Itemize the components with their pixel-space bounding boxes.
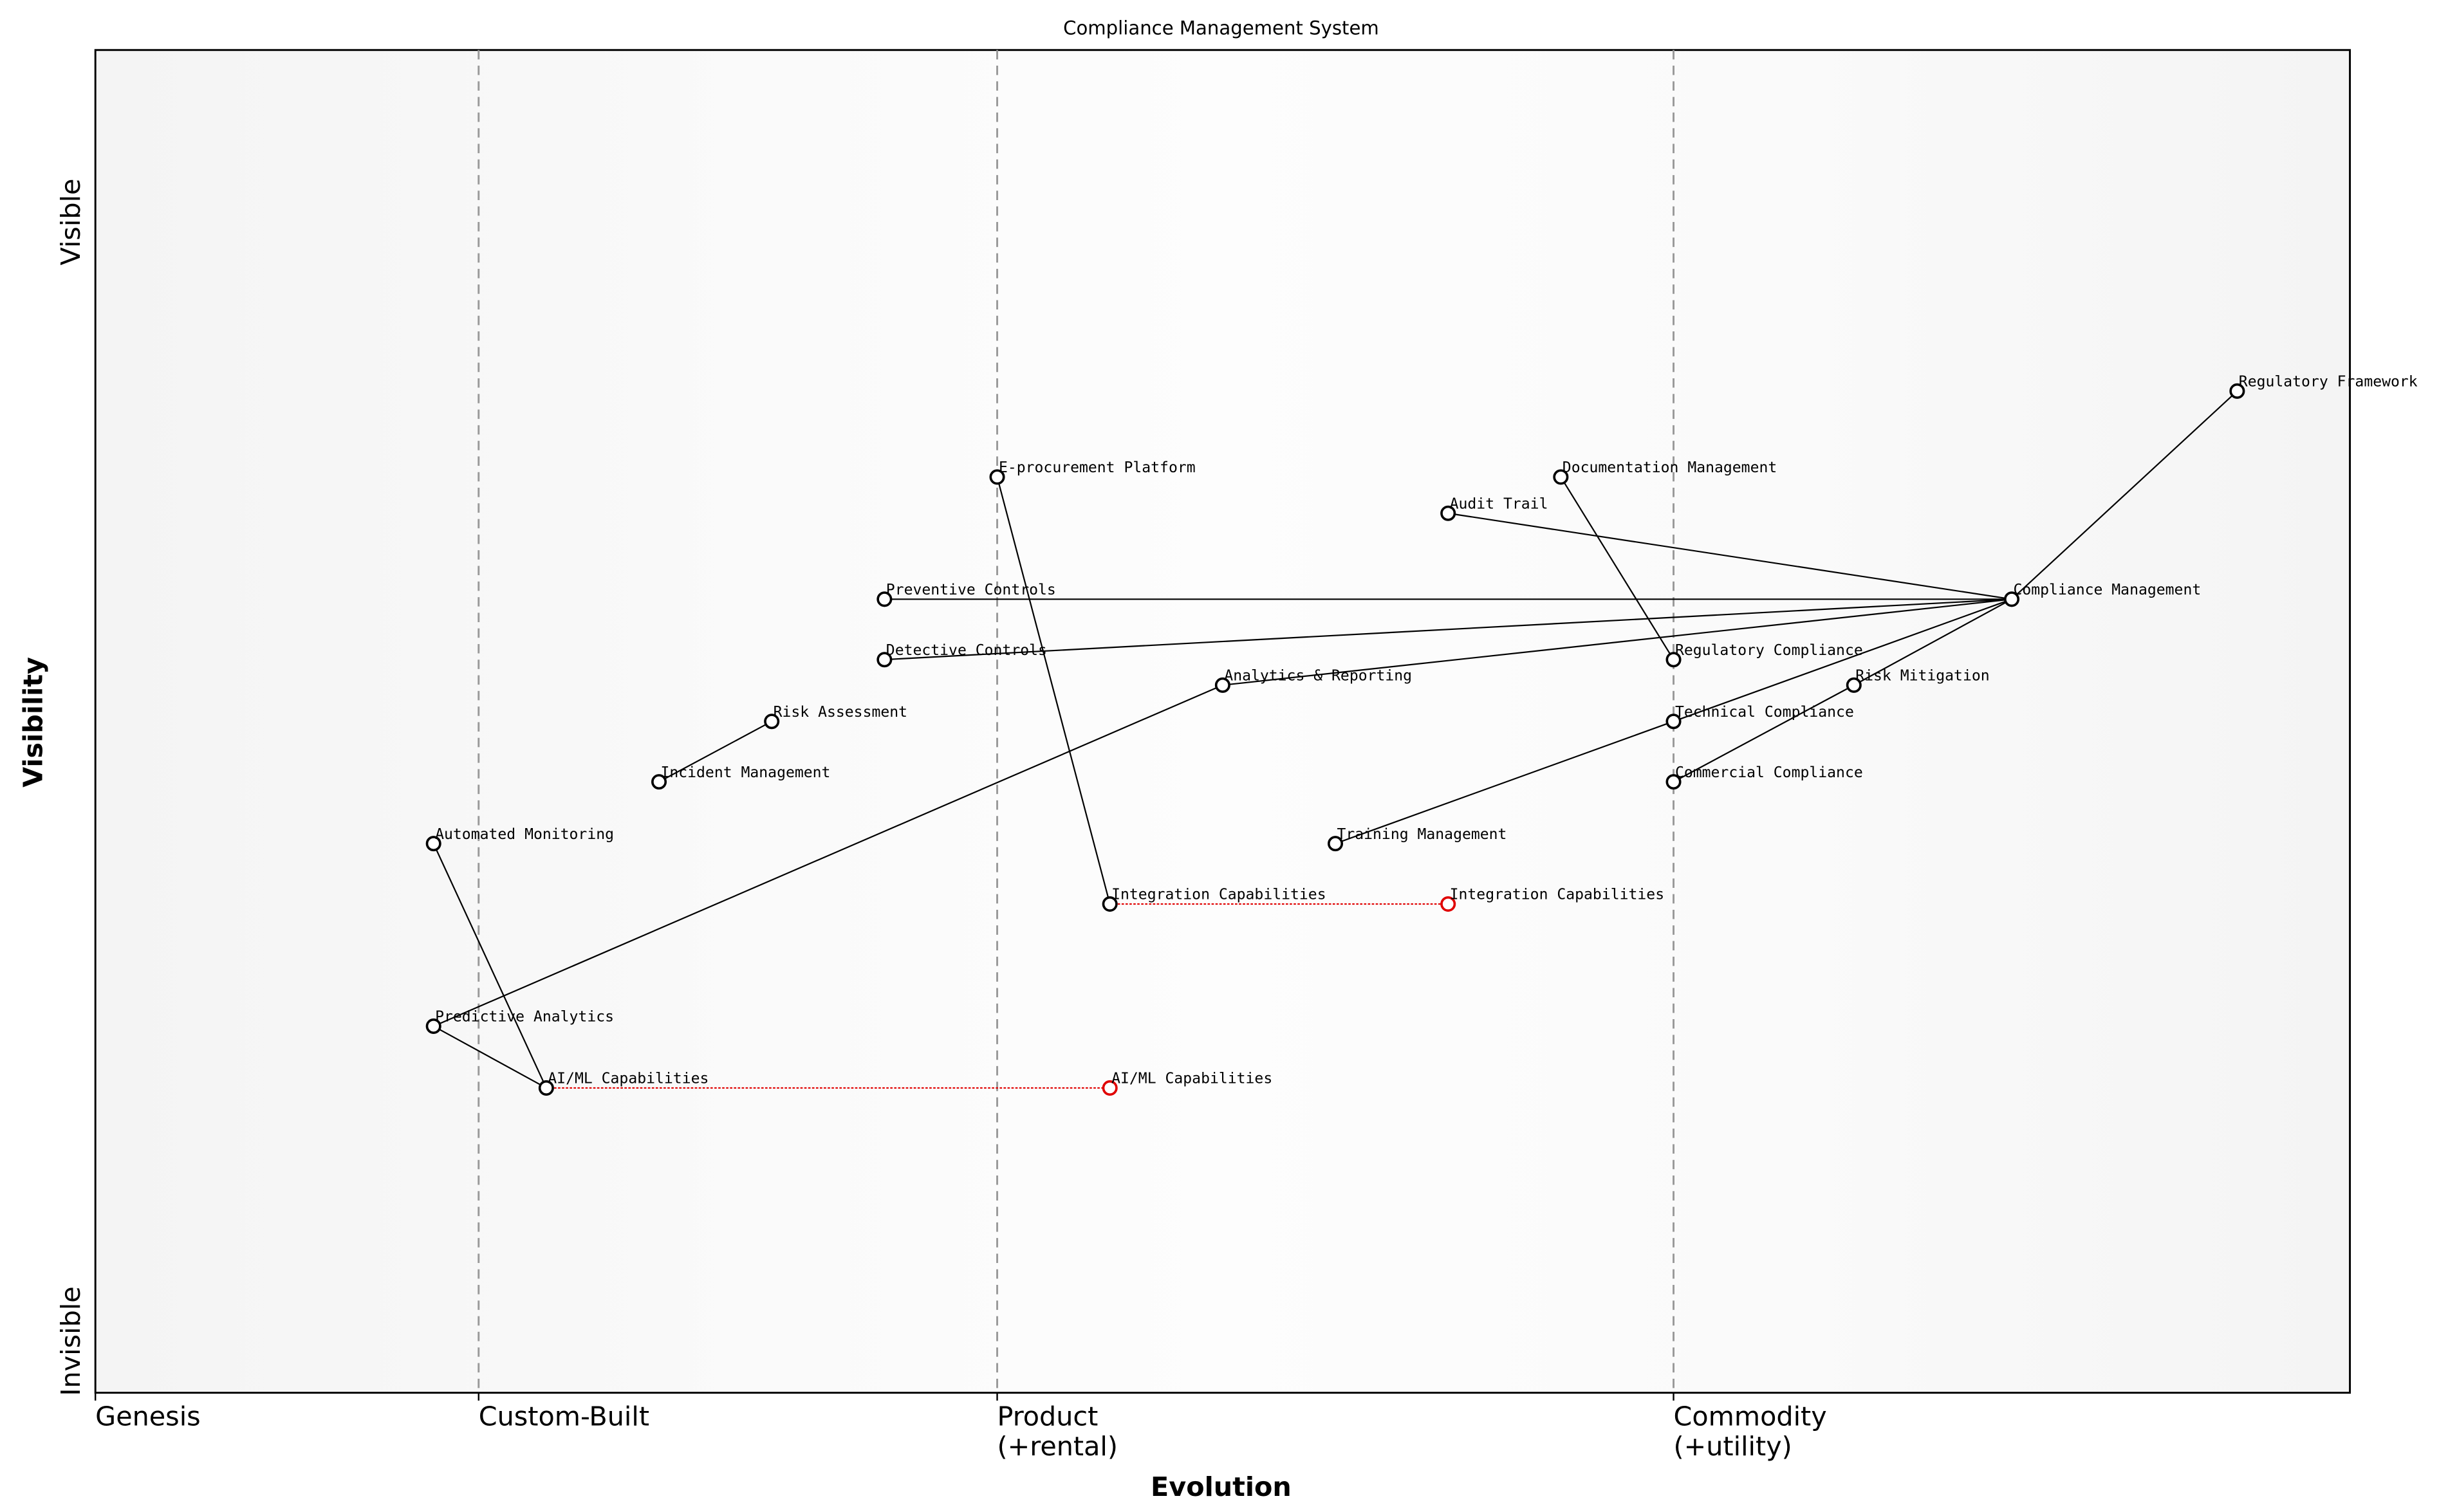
component-node (2229, 383, 2245, 399)
stage-label-line: (+rental) (997, 1431, 1118, 1462)
stage-label-line: Product (997, 1401, 1099, 1432)
component-node (876, 591, 893, 607)
component-label: Documentation Management (1563, 459, 1777, 476)
stage-label: Genesis (95, 1401, 200, 1432)
component-label: Incident Management (660, 764, 830, 781)
component-node (876, 652, 893, 668)
component-node (1328, 836, 1344, 852)
map-title: Compliance Management System (1063, 17, 1379, 39)
component-node (1665, 714, 1682, 730)
x-axis-label: Evolution (1151, 1471, 1292, 1502)
stage-label: Commodity (+utility) (1674, 1401, 1827, 1462)
evolved-component-label: Integration Capabilities (1450, 887, 1664, 903)
dependency-link (1673, 684, 1855, 783)
component-label: Preventive Controls (886, 582, 1056, 598)
component-label: Training Management (1337, 826, 1507, 843)
dependency-link (996, 477, 1111, 905)
component-label: Compliance Management (2013, 582, 2201, 598)
stage-label-line: Custom-Built (479, 1401, 649, 1432)
stage-label-line: Commodity (1674, 1401, 1827, 1432)
component-label: Technical Compliance (1675, 704, 1854, 721)
component-node (651, 774, 667, 790)
component-label: Detective Controls (886, 642, 1047, 659)
dependency-link (2011, 391, 2238, 600)
dependency-link (884, 598, 2012, 661)
evolved-component-node (1440, 896, 1456, 912)
y-top-label: Visible (55, 179, 86, 266)
dependency-link (1222, 598, 2012, 686)
component-label: Audit Trail (1450, 495, 1548, 512)
evolved-component-label: AI/ML Capabilities (1111, 1071, 1272, 1087)
component-node (1553, 469, 1569, 485)
component-node (1440, 505, 1456, 521)
dependency-link (1853, 598, 2012, 686)
component-node (425, 1018, 441, 1034)
component-label: Automated Monitoring (435, 826, 614, 843)
dependency-link (433, 684, 1223, 1027)
y-axis-label: Visibility (18, 657, 49, 788)
dependency-link (1335, 721, 1674, 845)
component-label: Integration Capabilities (1111, 887, 1326, 903)
component-node (1665, 774, 1682, 790)
component-label: Predictive Analytics (435, 1009, 614, 1026)
component-label: Risk Assessment (774, 704, 907, 721)
component-node (1102, 896, 1118, 912)
component-node (538, 1080, 554, 1096)
stage-label: Product (+rental) (997, 1401, 1118, 1462)
component-label: E-procurement Platform (999, 459, 1196, 476)
dependency-link (1560, 476, 1674, 660)
evolved-component-node (1102, 1080, 1118, 1096)
component-label: Commercial Compliance (1675, 764, 1863, 781)
dependency-link (433, 1025, 547, 1089)
stage-label-line: Genesis (95, 1401, 200, 1432)
component-label: AI/ML Capabilities (548, 1071, 709, 1087)
plot-area (94, 49, 2351, 1394)
component-node (764, 714, 780, 730)
component-node (989, 469, 1005, 485)
component-label: Regulatory Compliance (1675, 642, 1863, 659)
component-node (1846, 677, 1862, 693)
dependency-link (658, 721, 772, 783)
dependency-link (1673, 598, 2012, 723)
y-bottom-label: Invisible (55, 1286, 86, 1396)
stage-label: Custom-Built (479, 1401, 649, 1432)
component-node (425, 836, 441, 852)
component-node (1214, 677, 1230, 693)
component-node (1665, 652, 1682, 668)
component-node (2004, 591, 2020, 607)
component-label: Analytics & Reporting (1224, 668, 1412, 685)
component-label: Regulatory Framework (2239, 374, 2418, 391)
dependency-link (1448, 512, 2012, 600)
stage-label-line: (+utility) (1674, 1431, 1792, 1462)
component-label: Risk Mitigation (1855, 668, 1989, 685)
dependency-link (432, 843, 547, 1089)
